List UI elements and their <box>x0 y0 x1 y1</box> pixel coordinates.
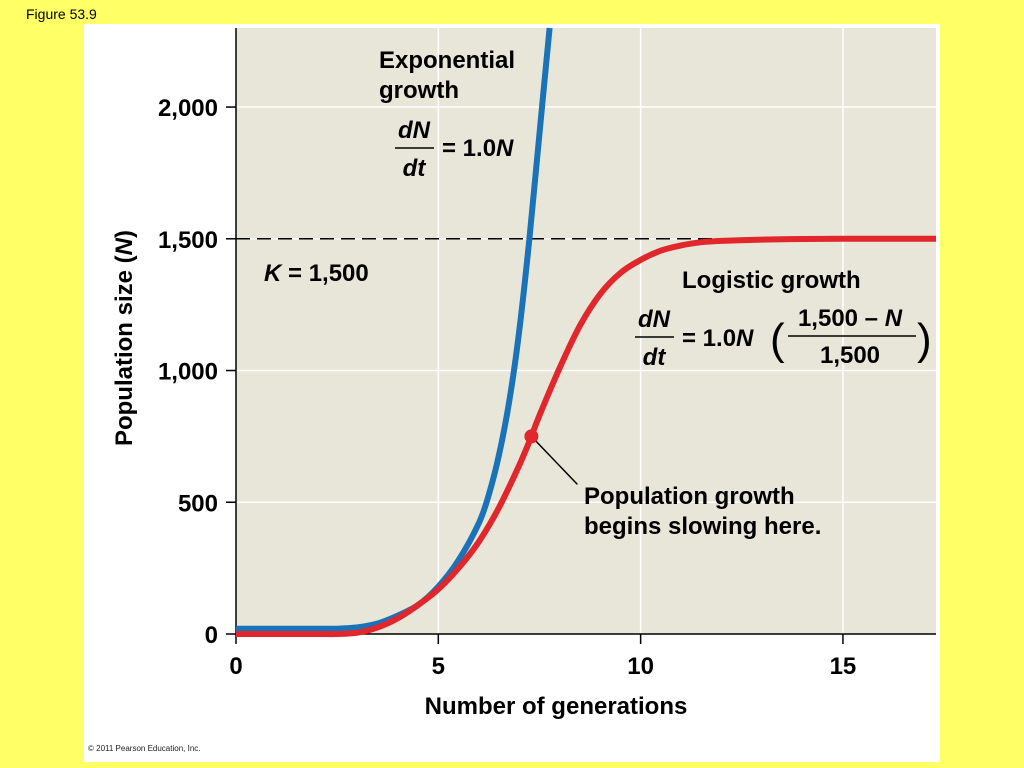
slowing-leader-line <box>530 435 578 485</box>
copyright-notice: © 2011 Pearson Education, Inc. <box>88 744 201 753</box>
y-axis-title: Population size (N) <box>111 230 138 446</box>
carrying-capacity-label: K = 1,500 <box>264 260 369 287</box>
x-tick-label: 5 <box>432 653 445 680</box>
y-axis-title-italic-n: N <box>111 237 138 255</box>
log-eq-rhs: = 1.0N <box>682 325 754 352</box>
x-axis-title: Number of generations <box>425 693 688 720</box>
log-eq-left-paren: ( <box>770 315 785 364</box>
y-tick-label: 0 <box>205 622 218 649</box>
exp-eq-rhs: = 1.0N <box>442 135 514 162</box>
figure-panel: 0 500 1,000 1,500 2,000 0 5 10 15 Number of gene… <box>84 24 940 762</box>
logistic-growth-chart: 0 500 1,000 1,500 2,000 0 5 10 15 Number of gene… <box>111 27 936 720</box>
exponential-label-line2: growth <box>379 77 459 104</box>
log-eq-frac-top-number: 1,500 – <box>798 305 885 332</box>
figure-label: Figure 53.9 <box>26 6 97 22</box>
slowing-label-line1: Population growth <box>584 483 795 510</box>
x-tick-label: 0 <box>229 653 242 680</box>
log-eq-rhs-number: = 1.0 <box>682 325 736 352</box>
logistic-label: Logistic growth <box>682 267 861 294</box>
log-eq-rhs-n: N <box>736 325 754 352</box>
exponential-growth-line <box>236 27 553 632</box>
exponential-label-line1: Exponential <box>379 47 515 74</box>
slowing-label-line2: begins slowing here. <box>584 513 821 540</box>
x-tick-label: 15 <box>830 653 857 680</box>
series-lines <box>236 27 936 638</box>
k-symbol: K <box>264 260 283 287</box>
exp-eq-numerator: dN <box>398 117 431 144</box>
plot-area <box>236 28 936 634</box>
log-eq-frac-top-n: N <box>885 305 903 332</box>
y-tick-label: 2,000 <box>158 95 218 122</box>
exp-eq-rhs-n: N <box>496 135 514 162</box>
slowing-point-marker <box>524 429 539 444</box>
exp-eq-denominator: dt <box>403 155 427 182</box>
y-axis-title-part-2: ) <box>111 230 138 238</box>
y-tick-label: 500 <box>178 490 218 517</box>
log-eq-frac-bottom: 1,500 <box>820 342 880 369</box>
k-value: = 1,500 <box>281 260 368 287</box>
annotations <box>524 429 578 485</box>
logistic-growth-line <box>236 235 936 638</box>
y-tick-label: 1,500 <box>158 227 218 254</box>
y-axis-title-part-1: Population size ( <box>111 255 138 446</box>
log-eq-frac-top: 1,500 – N <box>798 305 903 332</box>
log-eq-denominator: dt <box>643 344 667 371</box>
log-eq-numerator: dN <box>638 306 671 333</box>
exp-eq-rhs-number: = 1.0 <box>442 135 496 162</box>
y-tick-label: 1,000 <box>158 359 218 386</box>
x-tick-label: 10 <box>627 653 654 680</box>
log-eq-right-paren: ) <box>917 315 932 364</box>
